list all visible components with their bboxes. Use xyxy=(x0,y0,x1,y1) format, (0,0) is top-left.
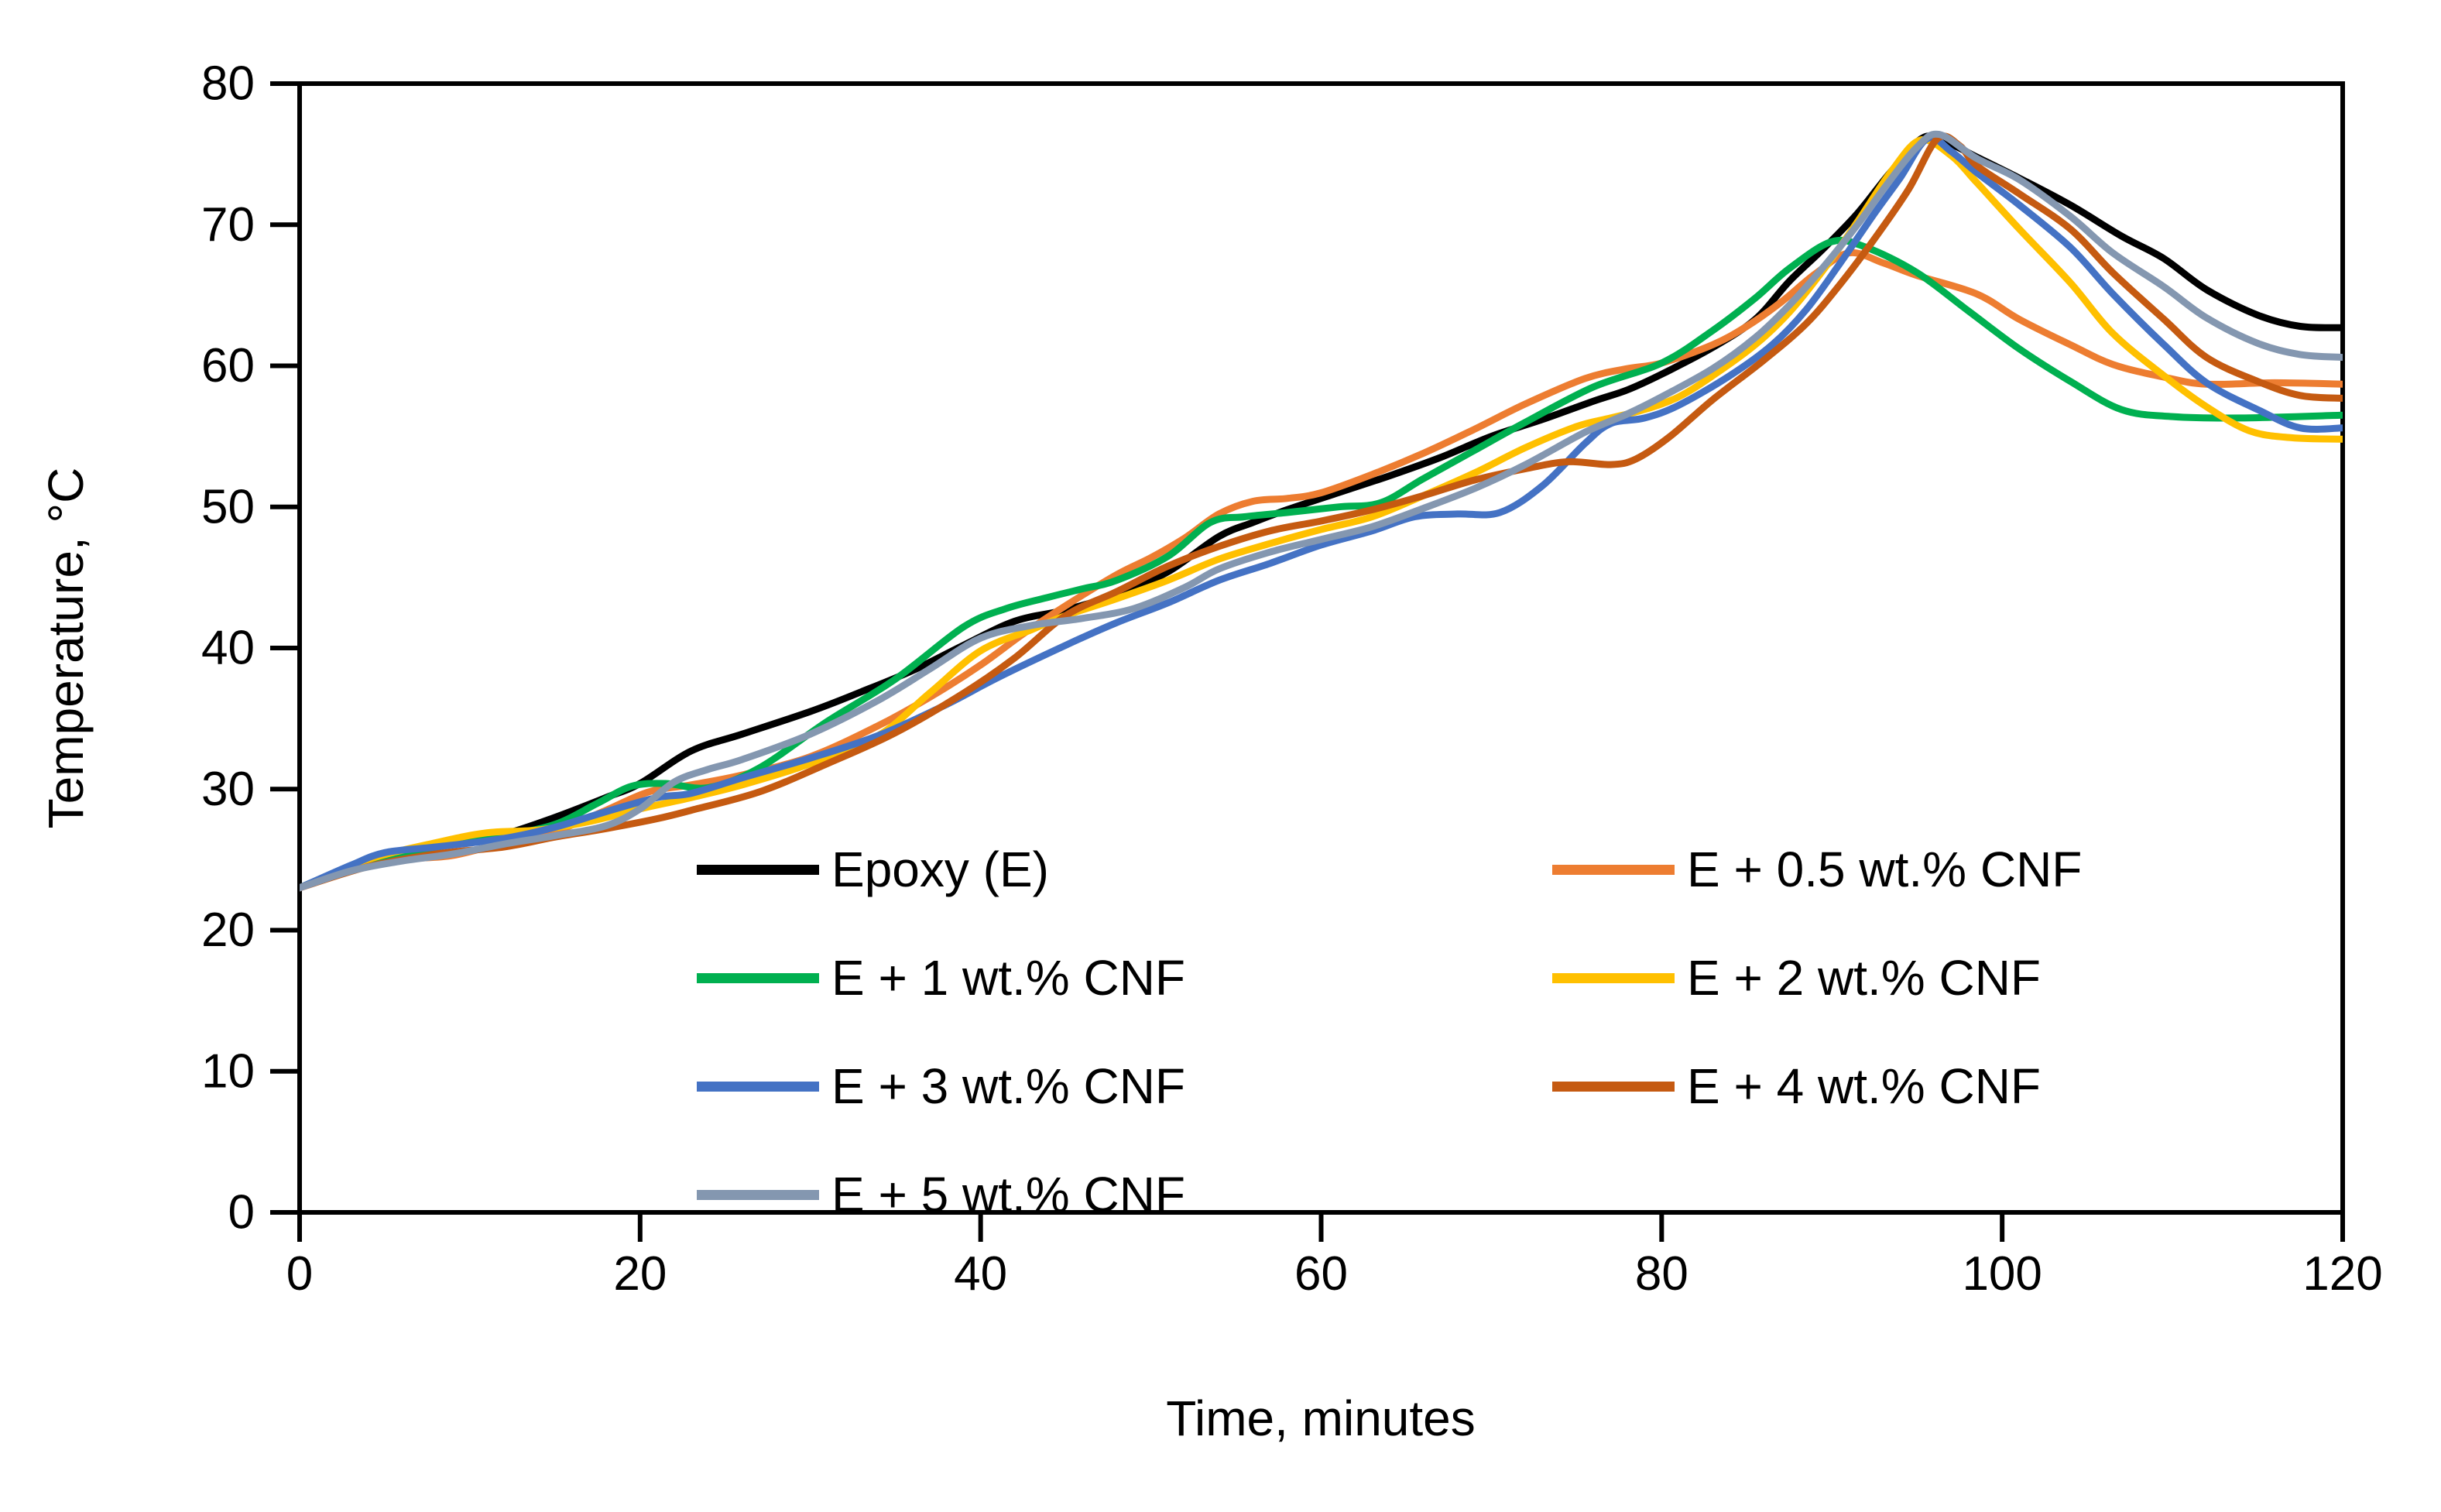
series-line-cnf-1. xyxy=(300,236,2343,892)
y-tick-label: 10 xyxy=(201,1044,255,1098)
legend-swatch-icon xyxy=(1552,972,1675,983)
x-tick-label: 80 xyxy=(1635,1247,1688,1301)
series-line-cnf-2. xyxy=(300,135,2343,892)
legend-item: E + 2 wt.% CNF xyxy=(1552,947,2041,1009)
y-tick-label: 50 xyxy=(201,480,255,533)
legend-label: E + 5 wt.% CNF xyxy=(831,1167,1185,1222)
series-line-cnf-0.5. xyxy=(300,249,2343,892)
y-tick-label: 20 xyxy=(201,903,255,957)
y-tick-label: 0 xyxy=(228,1186,255,1239)
series-line-cnf-3. xyxy=(300,134,2343,892)
x-tick-label: 0 xyxy=(286,1247,313,1301)
legend-swatch-icon xyxy=(697,972,819,983)
series-line-cnf-5. xyxy=(300,130,2343,892)
legend-item: E + 0.5 wt.% CNF xyxy=(1552,838,2082,900)
legend-swatch-icon xyxy=(1552,1081,1675,1092)
legend-item: E + 1 wt.% CNF xyxy=(697,947,1185,1009)
y-tick-label: 40 xyxy=(201,622,255,675)
y-axis-title: Temperature, °C xyxy=(38,467,94,829)
x-tick-label: 20 xyxy=(613,1247,667,1301)
x-tick-label: 100 xyxy=(1962,1247,2042,1301)
legend-swatch-icon xyxy=(697,864,819,875)
legend-label: E + 3 wt.% CNF xyxy=(831,1058,1185,1114)
legend-swatch-icon xyxy=(697,1081,819,1092)
legend-swatch-icon xyxy=(1552,864,1675,875)
legend-label: E + 1 wt.% CNF xyxy=(831,950,1185,1006)
legend-item: E + 4 wt.% CNF xyxy=(1552,1055,2041,1117)
series-line-cnf-4. xyxy=(300,132,2343,892)
legend-item: E + 3 wt.% CNF xyxy=(697,1055,1185,1117)
x-tick-label: 120 xyxy=(2302,1247,2382,1301)
x-tick-label: 60 xyxy=(1294,1247,1348,1301)
y-tick-label: 80 xyxy=(201,57,255,111)
legend-label: E + 4 wt.% CNF xyxy=(1687,1058,2041,1114)
legend-label: E + 0.5 wt.% CNF xyxy=(1687,842,2083,897)
plot-frame xyxy=(297,81,2345,1215)
legend-item: Epoxy (E) xyxy=(697,838,1049,900)
x-tick-label: 40 xyxy=(954,1247,1007,1301)
y-tick-label: 60 xyxy=(201,339,255,393)
y-tick-label: 30 xyxy=(201,763,255,816)
legend-label: Epoxy (E) xyxy=(831,842,1049,897)
x-axis-title: Time, minutes xyxy=(1166,1390,1476,1446)
legend-label: E + 2 wt.% CNF xyxy=(1687,950,2041,1006)
legend-item: E + 5 wt.% CNF xyxy=(697,1164,1185,1226)
legend-swatch-icon xyxy=(697,1189,819,1200)
y-tick-label: 70 xyxy=(201,198,255,252)
